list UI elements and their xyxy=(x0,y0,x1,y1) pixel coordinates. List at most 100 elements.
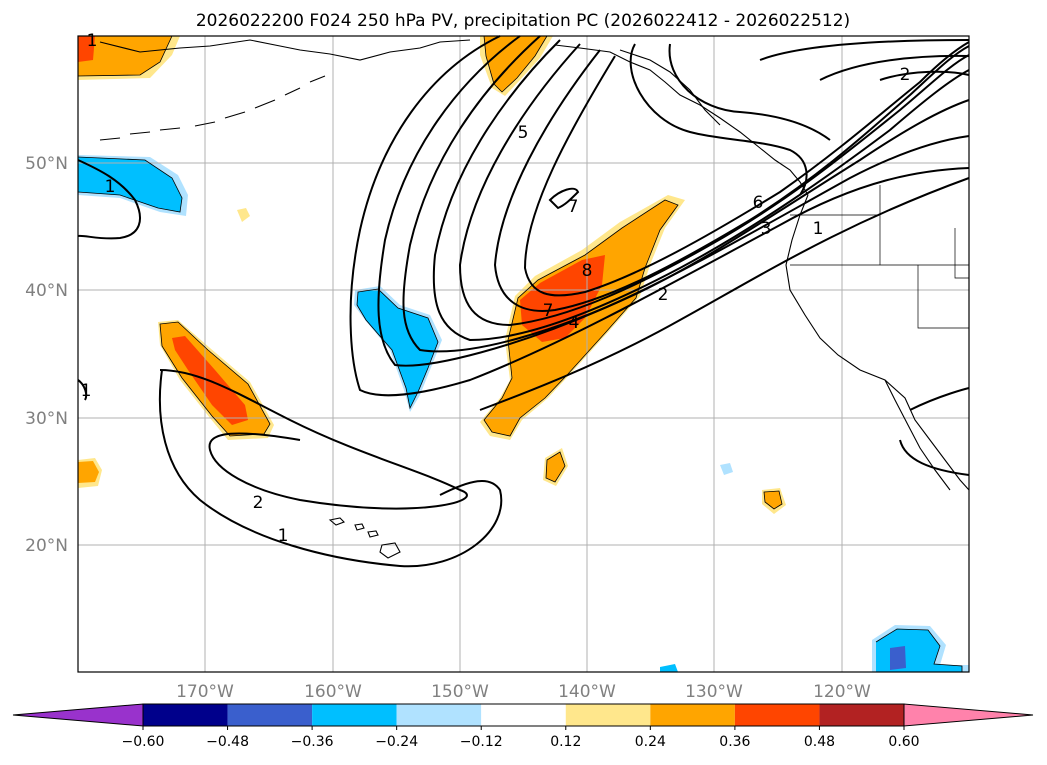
pv-contour-line xyxy=(668,43,831,141)
contour-label: 2 xyxy=(900,65,911,85)
lat-tick-label: 40°N xyxy=(25,281,68,301)
colorbar-tick-label: −0.24 xyxy=(375,734,418,750)
contour-label: 7 xyxy=(543,301,554,321)
pv-contour-line xyxy=(548,187,580,210)
precip-positive-region xyxy=(484,36,547,92)
colorbar-tick-label: −0.12 xyxy=(460,734,503,750)
lat-tick-label: 30°N xyxy=(25,409,68,429)
colorbar-tick-label: 0.60 xyxy=(888,734,919,750)
colorbar-tick-label: −0.60 xyxy=(122,734,165,750)
contour-label: 7 xyxy=(568,197,579,217)
precip-outline xyxy=(483,199,679,437)
pv-contour-line xyxy=(523,41,970,297)
pv-contour-layer xyxy=(77,35,970,568)
contour-label: 8 xyxy=(582,261,593,281)
us-west-coastline xyxy=(785,194,970,491)
colorbar-segment xyxy=(227,704,313,726)
pv-contour-line xyxy=(159,369,468,510)
colorbar-segment xyxy=(819,704,904,726)
colorbar-segment xyxy=(734,704,820,726)
lon-tick-label: 120°W xyxy=(813,682,871,702)
precip-outline xyxy=(875,628,963,672)
precip-outline xyxy=(483,35,548,93)
pv-contour-line xyxy=(819,54,970,81)
precip-negative-region xyxy=(357,289,438,408)
contour-label: 1 xyxy=(278,526,289,546)
hawaii-islands xyxy=(328,517,401,559)
aleutian-islands xyxy=(99,75,326,141)
map-frame xyxy=(77,35,970,673)
contour-label: 1 xyxy=(813,219,824,239)
chart-title: 2026022200 F024 250 hPa PV, precipitatio… xyxy=(196,11,850,31)
precip-positive-region xyxy=(78,36,95,62)
precip-outline xyxy=(77,156,183,213)
pv-contour-labels: 1 1 1 1 1 2 2 2 3 4 5 6 7 7 8 xyxy=(81,31,911,546)
colorbar-tick-label: −0.48 xyxy=(206,734,249,750)
colorbar-extend-max xyxy=(903,703,1034,727)
precip-fill-layer xyxy=(78,36,969,672)
colorbar-segment xyxy=(565,704,651,726)
latitude-labels: 20°N 30°N 40°N 50°N xyxy=(25,154,68,556)
pv-contour-line xyxy=(629,43,808,196)
precip-positive-region xyxy=(546,452,565,482)
pv-contour-line xyxy=(493,45,970,312)
colorbar-tick-label: −0.36 xyxy=(291,734,334,750)
lat-tick-label: 20°N xyxy=(25,536,68,556)
colorbar-tick-label: 0.36 xyxy=(719,734,750,750)
pv-contour-line xyxy=(402,35,970,353)
colorbar-tick-label: 0.48 xyxy=(804,734,835,750)
precip-negative-region xyxy=(720,463,733,475)
pv-contour-line xyxy=(432,39,970,342)
pv-contour-line xyxy=(158,369,503,568)
pv-contour-line xyxy=(479,177,970,411)
contour-label: 5 xyxy=(518,123,529,143)
baja-california xyxy=(884,379,951,491)
contour-label: 3 xyxy=(761,219,772,239)
contour-label: 4 xyxy=(569,313,580,333)
precip-positive-region xyxy=(78,461,99,483)
lat-tick-label: 50°N xyxy=(25,154,68,174)
colorbar-segment xyxy=(143,704,228,726)
pv-contour-line xyxy=(349,35,970,397)
precip-negative-region xyxy=(660,664,678,672)
contour-label: 1 xyxy=(105,177,116,197)
colorbar-segment xyxy=(481,704,566,726)
lat-lon-grid xyxy=(78,36,969,672)
colorbar-tick-label: 0.12 xyxy=(550,734,581,750)
pv-contour-line xyxy=(377,35,970,367)
pv-contour-line xyxy=(759,39,970,61)
precip-outline xyxy=(763,490,783,510)
colorbar-frame xyxy=(142,703,905,727)
longitude-labels: 170°W 160°W 150°W 140°W 130°W 120°W xyxy=(176,682,871,702)
contour-label: 2 xyxy=(658,285,669,305)
bc-alaska-panhandle-coastline xyxy=(554,44,809,196)
colorbar: −0.60 −0.48 −0.36 −0.24 −0.12 0.12 0.24 0.36 0.4… xyxy=(12,703,1034,750)
precip-negative-region xyxy=(78,157,182,212)
lon-tick-label: 160°W xyxy=(304,682,362,702)
precip-outline xyxy=(545,451,566,483)
lon-tick-label: 140°W xyxy=(558,682,616,702)
contour-label: 2 xyxy=(253,493,264,513)
colorbar-segment xyxy=(650,704,735,726)
pv-contour-line xyxy=(458,43,970,327)
precip-negative-region xyxy=(890,646,906,670)
colorbar-segment xyxy=(312,704,397,726)
map-panel: 1 1 1 1 1 2 2 2 3 4 5 6 7 7 8 xyxy=(77,31,970,673)
colorbar-segment xyxy=(396,704,482,726)
contour-label: 6 xyxy=(753,193,764,213)
alaska-coastline xyxy=(99,39,471,61)
contour-label: 1 xyxy=(81,381,92,401)
colorbar-extend-min xyxy=(12,703,144,727)
lon-tick-label: 170°W xyxy=(176,682,234,702)
contour-label: 1 xyxy=(87,31,98,51)
precip-positive-region xyxy=(78,36,172,76)
pv-contour-line xyxy=(879,70,970,81)
precip-positive-region xyxy=(237,208,250,222)
lon-tick-label: 150°W xyxy=(431,682,489,702)
pv-contour-line xyxy=(77,159,141,240)
pv-contour-line xyxy=(77,379,88,401)
pv-contour-line xyxy=(899,387,970,476)
lon-tick-label: 130°W xyxy=(685,682,743,702)
colorbar-tick-label: 0.24 xyxy=(635,734,666,750)
